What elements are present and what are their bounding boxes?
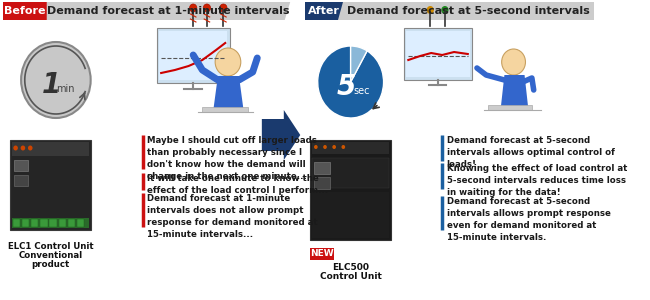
FancyBboxPatch shape <box>12 142 89 156</box>
FancyBboxPatch shape <box>404 28 473 80</box>
FancyBboxPatch shape <box>12 218 89 228</box>
Text: Demand forecast at 1-minute intervals: Demand forecast at 1-minute intervals <box>47 6 290 16</box>
Circle shape <box>13 146 18 151</box>
Text: Before: Before <box>4 6 46 16</box>
Circle shape <box>190 4 197 12</box>
FancyBboxPatch shape <box>3 2 47 20</box>
Polygon shape <box>338 2 594 20</box>
Text: 5: 5 <box>337 73 356 101</box>
Circle shape <box>502 49 525 75</box>
Text: Demand forecast at 5-second
intervals allows prompt response
even for demand mon: Demand forecast at 5-second intervals al… <box>447 197 610 242</box>
FancyBboxPatch shape <box>68 219 75 227</box>
FancyBboxPatch shape <box>312 142 389 154</box>
FancyBboxPatch shape <box>14 175 29 186</box>
FancyBboxPatch shape <box>406 31 470 77</box>
Circle shape <box>323 145 327 149</box>
Text: Conventional: Conventional <box>18 251 83 260</box>
Text: After: After <box>308 6 340 16</box>
FancyBboxPatch shape <box>49 219 57 227</box>
Text: 1: 1 <box>42 71 61 99</box>
Circle shape <box>215 48 240 76</box>
Text: Demand forecast at 1-minute
intervals does not allow prompt
response for demand : Demand forecast at 1-minute intervals do… <box>148 194 318 239</box>
FancyBboxPatch shape <box>40 219 47 227</box>
Circle shape <box>28 146 32 151</box>
FancyBboxPatch shape <box>202 107 248 112</box>
FancyBboxPatch shape <box>314 177 330 189</box>
Polygon shape <box>213 76 244 110</box>
FancyBboxPatch shape <box>488 105 532 110</box>
FancyBboxPatch shape <box>13 219 20 227</box>
Circle shape <box>21 146 25 151</box>
FancyBboxPatch shape <box>305 2 343 20</box>
Text: product: product <box>31 260 70 269</box>
Circle shape <box>21 42 90 118</box>
Text: ELC500: ELC500 <box>332 263 369 272</box>
Text: sec: sec <box>354 86 370 96</box>
Circle shape <box>203 4 211 12</box>
Text: Knowing the effect of load control at
5-second intervals reduces time loss
in wa: Knowing the effect of load control at 5-… <box>447 164 627 197</box>
Circle shape <box>220 4 227 12</box>
FancyBboxPatch shape <box>314 162 330 174</box>
FancyBboxPatch shape <box>31 219 38 227</box>
Wedge shape <box>318 46 383 118</box>
Text: NEW: NEW <box>311 250 334 259</box>
FancyBboxPatch shape <box>310 248 334 260</box>
Polygon shape <box>500 75 528 108</box>
Circle shape <box>314 145 318 149</box>
Text: ELC1 Control Unit: ELC1 Control Unit <box>8 242 93 251</box>
FancyBboxPatch shape <box>10 140 90 230</box>
FancyBboxPatch shape <box>22 219 29 227</box>
Wedge shape <box>350 46 367 82</box>
Polygon shape <box>47 2 290 20</box>
FancyBboxPatch shape <box>77 219 85 227</box>
Text: It will take one minute to know the
effect of the load control I perform...: It will take one minute to know the effe… <box>148 174 329 195</box>
Text: Demand forecast at 5-second intervals: Demand forecast at 5-second intervals <box>347 6 590 16</box>
Circle shape <box>341 145 345 149</box>
Circle shape <box>426 6 434 14</box>
Text: Control Unit: Control Unit <box>320 272 382 281</box>
Text: Demand forecast at 5-second
intervals allows optimal control of
loads!: Demand forecast at 5-second intervals al… <box>447 136 615 169</box>
FancyBboxPatch shape <box>58 219 66 227</box>
Circle shape <box>441 6 448 14</box>
Circle shape <box>332 145 336 149</box>
FancyBboxPatch shape <box>312 158 389 188</box>
FancyBboxPatch shape <box>159 31 227 80</box>
FancyBboxPatch shape <box>310 140 391 240</box>
FancyBboxPatch shape <box>312 192 389 238</box>
FancyBboxPatch shape <box>157 28 230 83</box>
Text: min: min <box>56 84 74 94</box>
FancyBboxPatch shape <box>14 160 29 171</box>
Text: Maybe I should cut off larger loads
than probably necessary since I
don't know h: Maybe I should cut off larger loads than… <box>148 136 317 182</box>
FancyArrow shape <box>262 110 300 160</box>
